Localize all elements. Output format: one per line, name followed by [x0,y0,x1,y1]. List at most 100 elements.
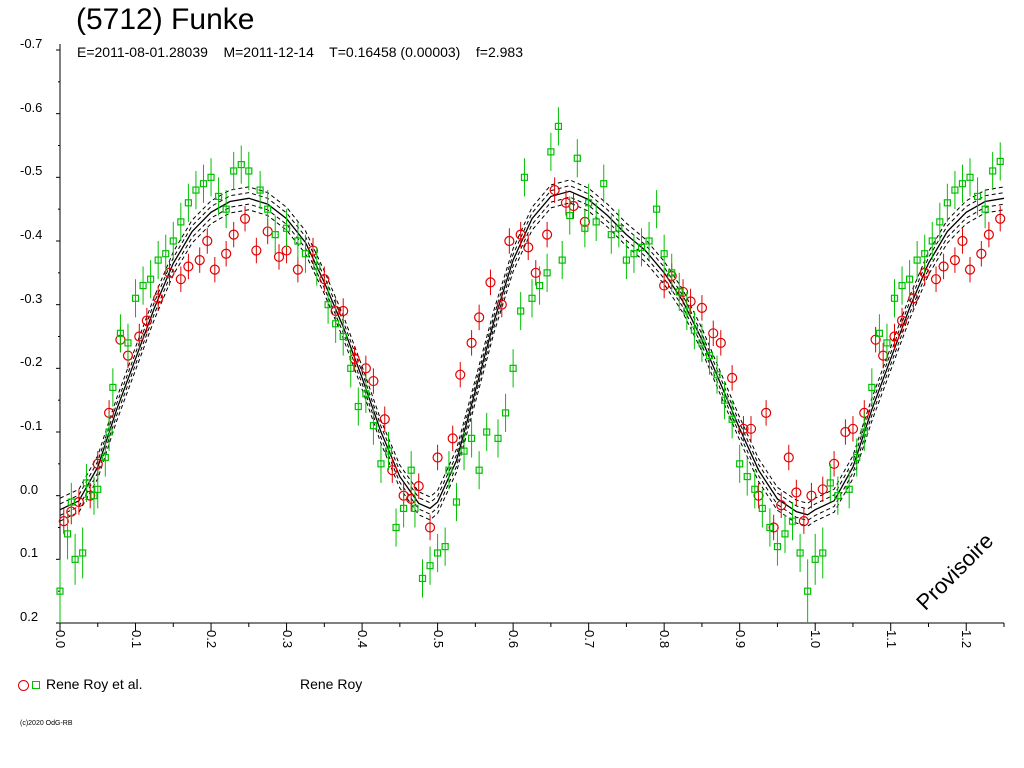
green-data-point [928,237,936,245]
green-data-point [592,218,600,226]
y-tick-label: -0.6 [20,99,43,115]
green-data-point [653,205,661,213]
green-data-point [222,205,230,213]
green-data-point [543,269,551,277]
green-data-point [720,396,729,404]
green-data-point [728,415,736,423]
red-data-point [938,261,949,272]
green-data-point [826,479,834,487]
green-data-point [751,485,759,493]
x-tick-label: 0.6 [506,630,522,649]
green-data-point [875,329,883,337]
red-data-point [194,255,205,266]
red-data-point [753,490,764,501]
green-data-point [600,180,608,188]
red-data-point [413,481,424,492]
green-data-point [796,549,804,557]
red-data-point [360,363,371,374]
red-data-point [92,458,103,469]
red-data-point [447,433,458,444]
legend-square-marker [32,681,40,690]
green-data-point [517,307,525,315]
green-data-point [109,383,117,392]
red-data-point [745,423,757,434]
green-data-point [139,281,147,290]
green-data-point [418,574,427,583]
green-data-point [169,237,177,245]
green-data-point [324,301,332,309]
green-data-point [411,504,419,512]
red-data-point [485,277,496,288]
red-data-point [715,337,726,348]
green-data-point [192,186,200,194]
green-data-point [660,250,668,258]
red-data-point [847,423,859,434]
red-data-point [424,522,436,533]
x-tick-label: 0.1 [128,630,144,649]
red-data-point [738,423,749,434]
red-data-point [183,261,194,272]
model-fit-curve [59,190,1005,516]
red-data-point [776,500,787,511]
red-data-point [432,452,443,463]
x-tick-label: 0.7 [581,630,597,649]
red-data-point [504,235,515,247]
green-data-point [736,460,744,468]
green-data-point [558,256,566,264]
green-data-point [622,256,631,264]
y-tick-label: 0.2 [20,609,39,624]
green-data-point [264,205,272,213]
red-data-point [153,293,164,304]
green-data-point [294,237,302,245]
red-data-point [523,242,534,253]
red-data-point [221,248,232,259]
legend-circle-marker [18,679,29,691]
green-data-point [705,352,714,360]
green-data-point [898,281,906,290]
red-data-point [496,299,507,310]
green-data-point [758,504,766,512]
green-data-point [362,390,370,398]
green-data-point [520,173,529,181]
legend: Rene Roy et al. [18,675,143,693]
green-data-point [67,498,75,506]
green-data-point [426,562,434,570]
red-data-point [228,229,239,240]
x-tick-label: 0.4 [355,630,371,649]
red-data-point [239,213,251,224]
green-data-point [434,549,442,557]
x-tick-label: 1.1 [883,630,899,649]
red-data-point [761,407,772,418]
x-tick-label: 1.2 [959,630,975,649]
green-data-point [951,186,959,194]
green-data-point [369,422,378,430]
green-data-point [245,167,253,175]
green-data-point [804,587,812,595]
green-data-point [494,434,502,442]
red-data-point [319,274,330,285]
red-data-point [530,267,541,278]
green-data-point [581,224,589,232]
red-data-point [685,296,696,307]
green-data-point [668,269,676,277]
red-data-point [727,372,738,383]
green-data-point [101,453,109,462]
red-data-point [474,312,485,323]
red-data-point [889,331,900,342]
green-data-point [271,231,279,239]
green-data-point [690,326,698,334]
green-data-point [377,460,385,468]
green-data-point [853,453,861,462]
green-data-point [162,250,170,258]
red-data-point [141,315,152,326]
green-data-point [332,320,340,328]
red-data-point [209,264,220,275]
green-data-point [683,307,691,315]
red-data-point [798,516,809,527]
green-data-point [528,294,536,302]
red-data-point [976,248,987,259]
green-data-point [958,180,967,188]
green-data-point [698,339,706,347]
green-data-point [79,549,87,557]
